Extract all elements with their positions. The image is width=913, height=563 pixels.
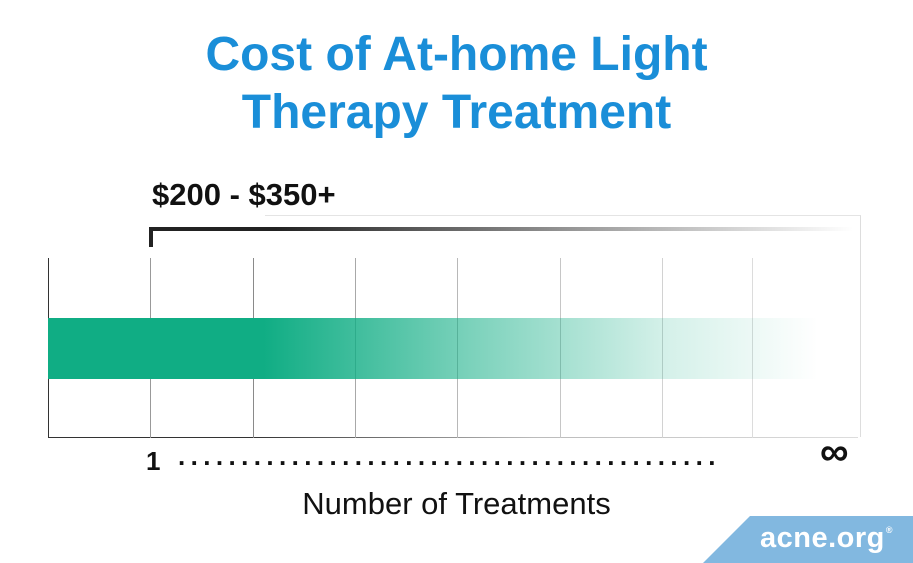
x-tick-infinity: ∞	[820, 430, 849, 474]
price-bracket-tick	[149, 227, 153, 247]
x-axis-line	[48, 437, 858, 438]
logo-wordmark: acne.org	[759, 522, 885, 554]
logo-text: acne.org®	[760, 522, 893, 555]
x-axis-label: Number of Treatments	[302, 486, 611, 521]
acne-org-logo[interactable]: acne.org®	[703, 516, 913, 563]
price-range-annotation: $200 - $350+	[152, 177, 336, 212]
chart-title-line2: Therapy Treatment	[241, 86, 672, 139]
x-axis-dots: ........................................…	[178, 441, 721, 471]
chart-title: Cost of At-home Light Therapy Treatment	[0, 26, 913, 142]
x-tick-start: 1	[146, 446, 161, 476]
cost-bar	[48, 318, 818, 379]
bracket-outline	[265, 215, 861, 437]
chart-title-line1: Cost of At-home Light	[205, 28, 708, 81]
registered-mark: ®	[885, 525, 893, 535]
price-bracket-line	[149, 227, 853, 231]
